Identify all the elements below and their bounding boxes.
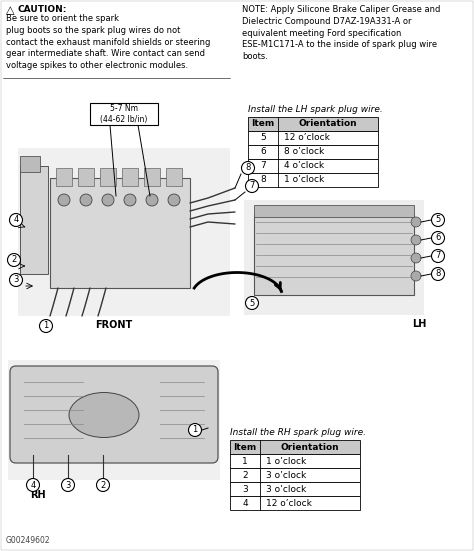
Circle shape: [246, 180, 258, 192]
Text: △: △: [6, 5, 15, 15]
Circle shape: [411, 253, 421, 263]
Text: 7: 7: [435, 251, 441, 261]
Text: 1 o’clock: 1 o’clock: [266, 456, 306, 466]
Text: NOTE: Apply Silicone Brake Caliper Grease and
Dielectric Compound D7AZ-19A331-A : NOTE: Apply Silicone Brake Caliper Greas…: [242, 5, 440, 61]
Bar: [166, 168, 182, 186]
Circle shape: [9, 273, 22, 287]
Circle shape: [246, 296, 258, 310]
Bar: [230, 496, 360, 510]
Bar: [248, 159, 378, 173]
Bar: [90, 103, 158, 125]
Text: CAUTION:: CAUTION:: [18, 5, 67, 14]
Circle shape: [8, 253, 20, 267]
Bar: [20, 166, 48, 274]
Text: 2: 2: [242, 471, 248, 479]
Circle shape: [168, 194, 180, 206]
Text: 5: 5: [436, 215, 441, 224]
Circle shape: [431, 231, 445, 245]
Bar: [230, 482, 360, 496]
Text: 8: 8: [260, 176, 266, 185]
Circle shape: [27, 478, 39, 491]
Bar: [230, 440, 360, 454]
Circle shape: [58, 194, 70, 206]
Text: 12 o’clock: 12 o’clock: [266, 499, 312, 507]
Text: 5: 5: [260, 133, 266, 143]
Circle shape: [102, 194, 114, 206]
Bar: [18, 148, 230, 316]
Circle shape: [9, 213, 22, 226]
Circle shape: [431, 267, 445, 280]
Bar: [230, 468, 360, 482]
Text: G00249602: G00249602: [6, 536, 51, 545]
Text: 4: 4: [242, 499, 248, 507]
Bar: [56, 168, 72, 186]
Text: Be sure to orient the spark
plug boots so the spark plug wires do not
contact th: Be sure to orient the spark plug boots s…: [6, 14, 210, 70]
Text: 6: 6: [260, 148, 266, 156]
Bar: [50, 178, 190, 288]
Circle shape: [431, 250, 445, 262]
Text: 12 o’clock: 12 o’clock: [284, 133, 330, 143]
Bar: [8, 360, 220, 480]
Bar: [248, 117, 378, 131]
Text: 5-7 Nm
(44-62 lb/in): 5-7 Nm (44-62 lb/in): [100, 104, 148, 124]
Text: 1: 1: [192, 425, 198, 435]
Text: 8: 8: [246, 164, 251, 172]
Circle shape: [80, 194, 92, 206]
Circle shape: [241, 161, 255, 175]
Circle shape: [411, 235, 421, 245]
Text: 5: 5: [249, 299, 255, 307]
Bar: [144, 168, 160, 186]
Circle shape: [39, 320, 53, 332]
Text: 8 o’clock: 8 o’clock: [284, 148, 324, 156]
Bar: [230, 454, 360, 468]
Circle shape: [62, 478, 74, 491]
Text: Item: Item: [251, 120, 274, 128]
Text: LH: LH: [412, 319, 426, 329]
Bar: [248, 131, 378, 145]
Text: 2: 2: [11, 256, 17, 264]
Text: Orientation: Orientation: [299, 120, 357, 128]
Circle shape: [97, 478, 109, 491]
Circle shape: [411, 217, 421, 227]
Bar: [248, 173, 378, 187]
Text: 3 o’clock: 3 o’clock: [266, 471, 306, 479]
Circle shape: [431, 213, 445, 226]
Text: 2: 2: [100, 480, 106, 489]
Text: 4: 4: [30, 480, 36, 489]
Text: 7: 7: [260, 161, 266, 170]
Text: 1 o’clock: 1 o’clock: [284, 176, 324, 185]
Text: 3: 3: [65, 480, 71, 489]
Text: Item: Item: [233, 442, 256, 451]
FancyBboxPatch shape: [10, 366, 218, 463]
Text: 3: 3: [13, 276, 18, 284]
Bar: [78, 168, 94, 186]
Text: 8: 8: [435, 269, 441, 278]
Bar: [122, 168, 138, 186]
Text: Orientation: Orientation: [281, 442, 339, 451]
Circle shape: [146, 194, 158, 206]
Circle shape: [124, 194, 136, 206]
Bar: [248, 145, 378, 159]
Bar: [20, 156, 40, 172]
Text: 1: 1: [242, 456, 248, 466]
Bar: [254, 205, 414, 217]
Circle shape: [189, 424, 201, 436]
Text: Install the LH spark plug wire.: Install the LH spark plug wire.: [248, 105, 383, 114]
Bar: [254, 215, 414, 295]
Text: FRONT: FRONT: [95, 320, 133, 330]
Text: 4 o’clock: 4 o’clock: [284, 161, 324, 170]
Text: RH: RH: [30, 490, 46, 500]
Bar: [100, 168, 116, 186]
Circle shape: [411, 271, 421, 281]
Text: 7: 7: [249, 181, 255, 191]
Ellipse shape: [69, 392, 139, 437]
Text: 4: 4: [13, 215, 18, 224]
Text: 6: 6: [435, 234, 441, 242]
Bar: [244, 200, 424, 315]
Text: 3 o’clock: 3 o’clock: [266, 484, 306, 494]
Text: 3: 3: [242, 484, 248, 494]
Text: 1: 1: [44, 321, 49, 331]
Text: Install the RH spark plug wire.: Install the RH spark plug wire.: [230, 428, 366, 437]
